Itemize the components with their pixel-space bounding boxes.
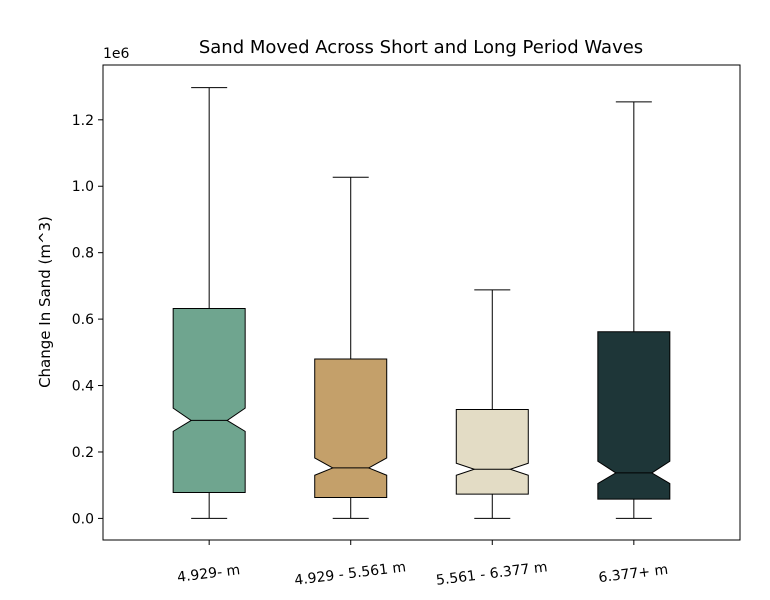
notched-box <box>597 331 671 500</box>
x-tick-label: 6.377+ m <box>598 562 669 586</box>
notched-box <box>314 358 388 498</box>
notched-box <box>172 307 246 493</box>
x-tick-label: 4.929- m <box>176 562 241 586</box>
y-tick-label: 0.0 <box>72 511 94 527</box>
boxes-layer <box>172 87 671 519</box>
plot-area-frame <box>102 64 741 541</box>
x-tick-label: 5.561 - 6.377 m <box>435 559 548 589</box>
chart-title: Sand Moved Across Short and Long Period … <box>199 37 643 58</box>
y-tick-label: 0.4 <box>72 379 94 395</box>
x-axis-ticks: 4.929- m 4.929 - 5.561 m 5.561 - 6.377 m 6.… <box>176 540 669 589</box>
y-axis-multiplier: 1e6 <box>103 46 130 62</box>
y-tick-label: 1.0 <box>72 179 94 195</box>
notched-box <box>455 408 529 495</box>
y-tick-label: 0.6 <box>72 312 94 328</box>
y-axis-label: Change In Sand (m^3) <box>36 216 54 388</box>
x-tick-label: 4.929 - 5.561 m <box>294 559 407 589</box>
y-tick-label: 0.2 <box>72 445 94 461</box>
y-tick-label: 1.2 <box>72 113 94 129</box>
y-axis-ticks: 0.0 0.2 0.4 0.6 0.8 1.0 1.2 <box>72 113 103 527</box>
y-tick-label: 0.8 <box>72 246 94 262</box>
